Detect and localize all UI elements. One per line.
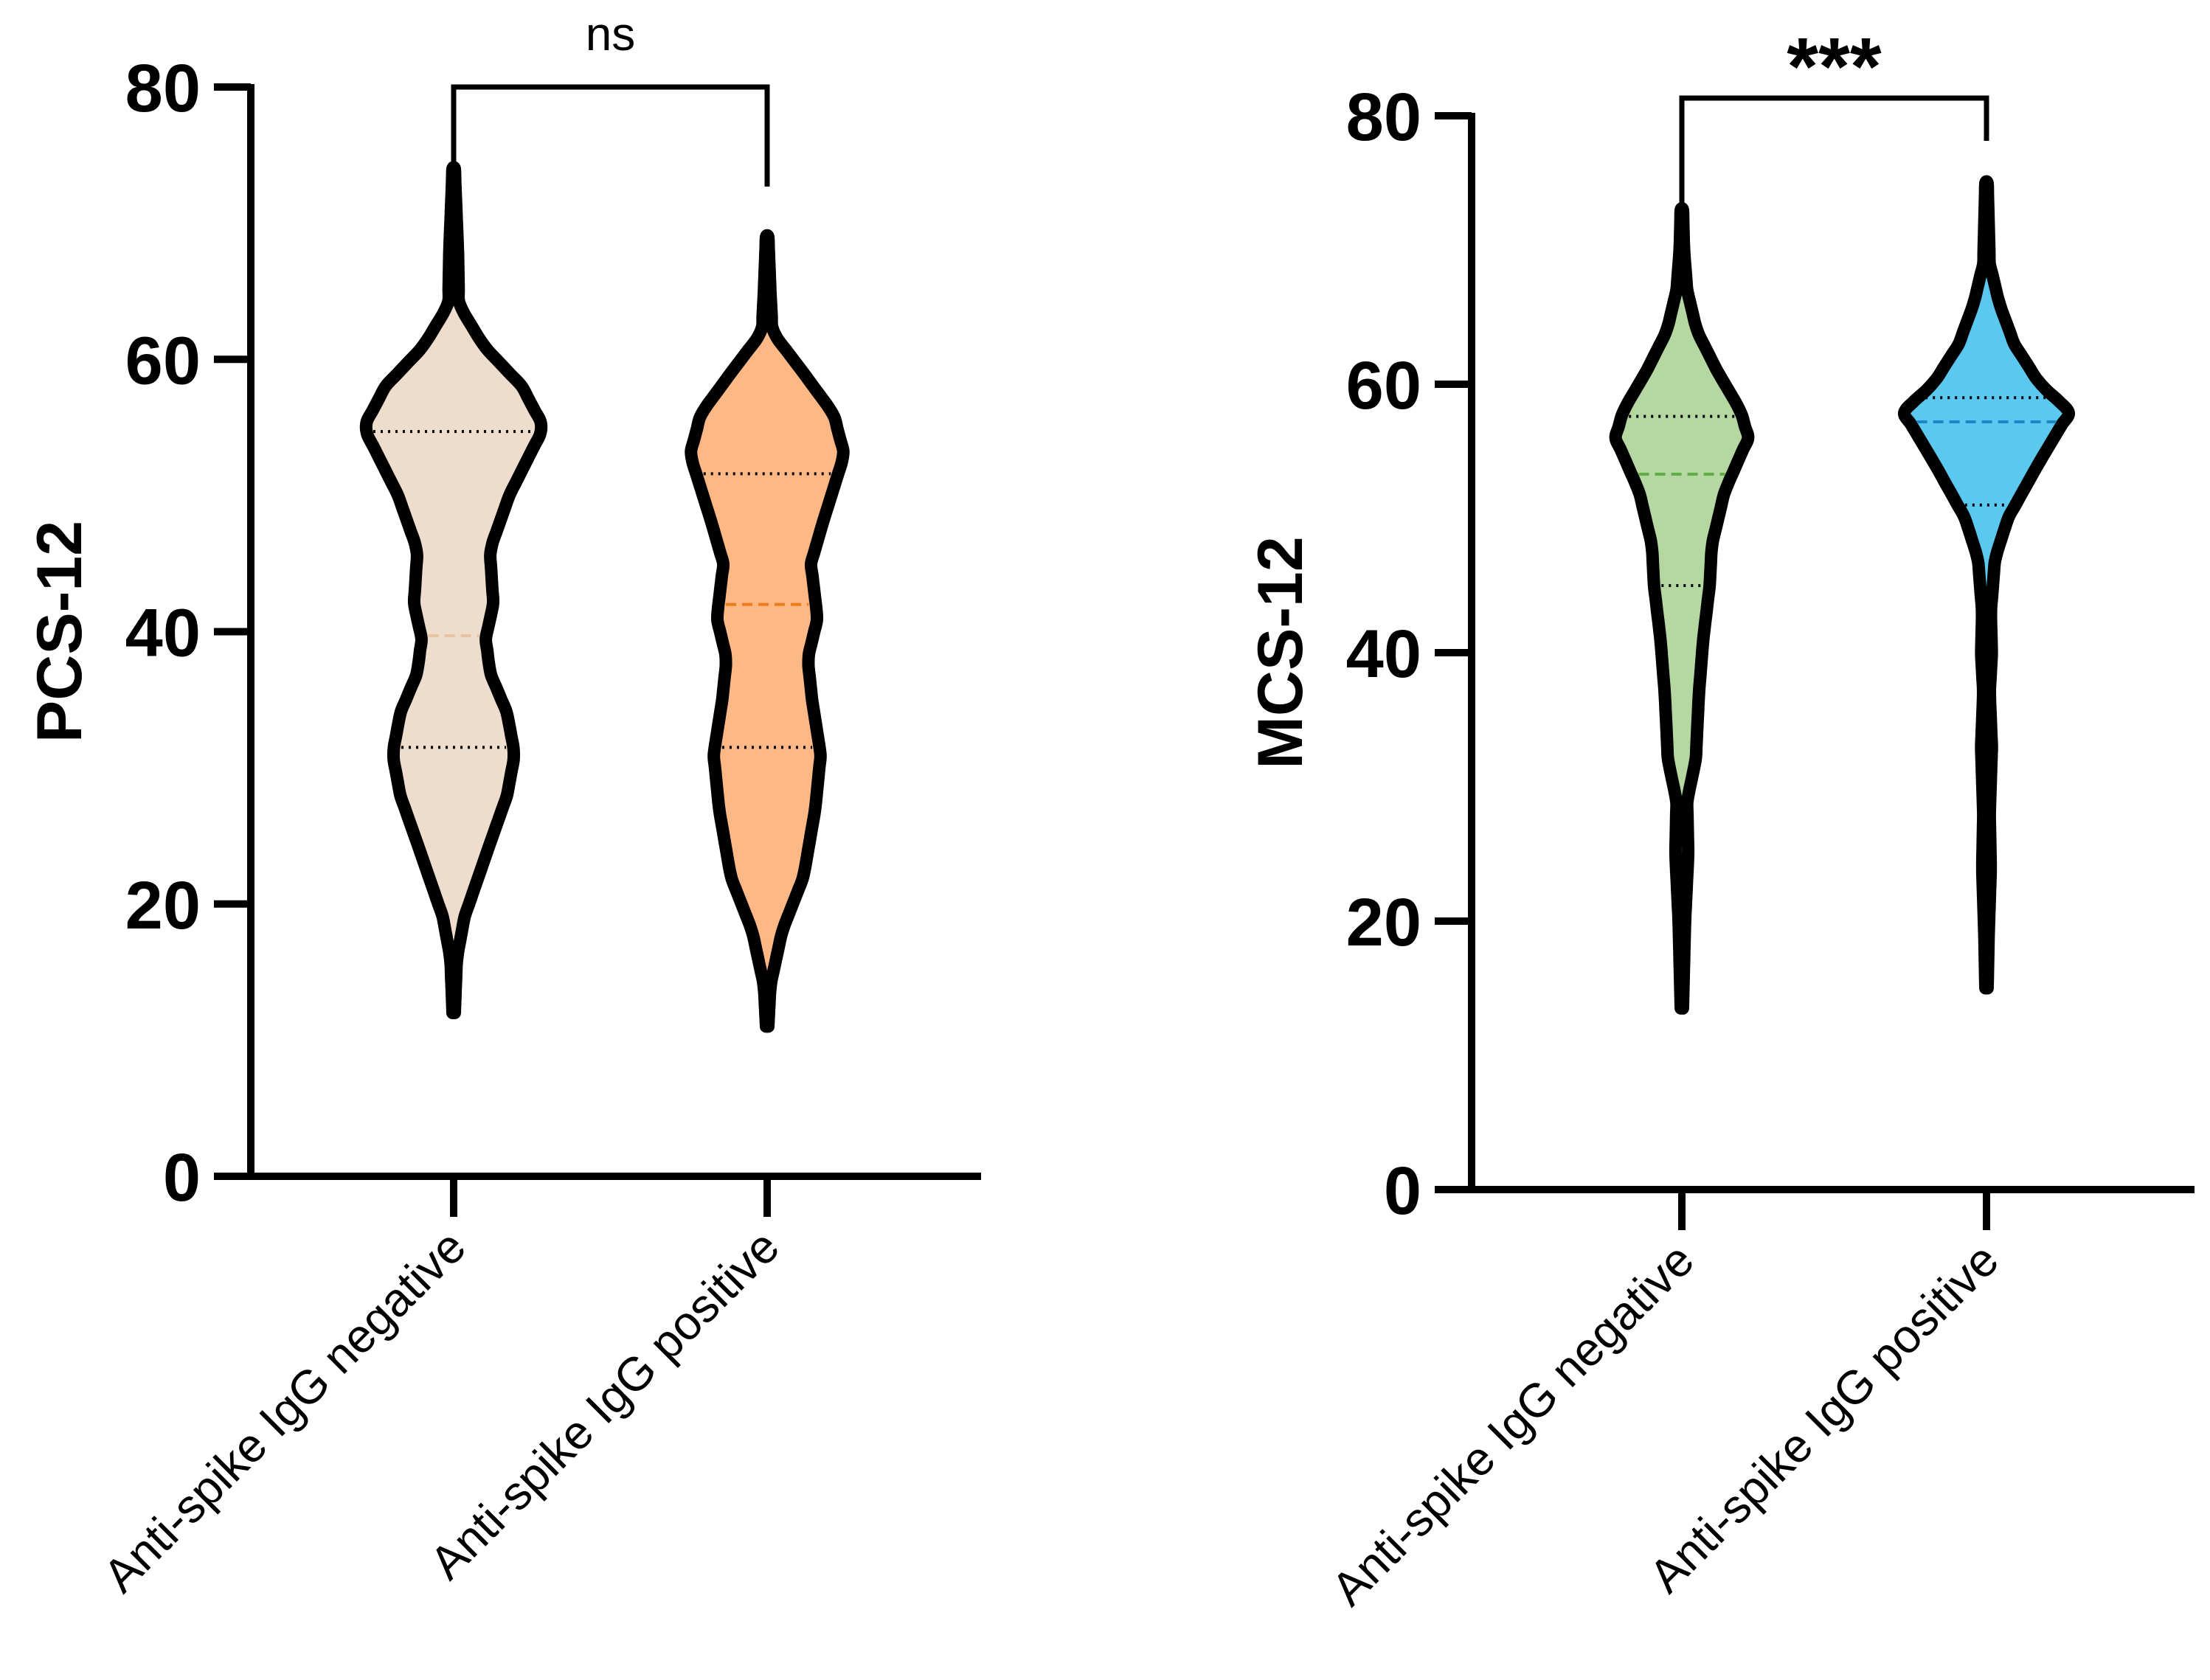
y-tick-label: 60	[1346, 348, 1421, 423]
pcs12-violin-panel: 0 20 40 60 80 PCS-12 Anti-spike IgG negativeAn…	[24, 7, 981, 1603]
violin-body	[1609, 202, 1755, 1015]
violin-body	[1898, 175, 2075, 995]
violin-body	[685, 229, 850, 1033]
y-tick-label: 60	[125, 323, 201, 398]
x-category-label: Anti-spike IgG negative	[93, 1220, 476, 1603]
violin-body	[359, 161, 548, 1019]
y-tick-label: 80	[125, 51, 201, 126]
y-tick-label: 40	[125, 596, 201, 671]
y-tick-label: 40	[1346, 617, 1421, 692]
x-category-label: Anti-spike IgG positive	[1639, 1233, 2009, 1603]
y-axis-label: MCS-12	[1245, 536, 1316, 768]
y-tick-label: 80	[1346, 80, 1421, 155]
y-tick-label: 20	[1346, 885, 1421, 960]
y-axis-label: PCS-12	[24, 521, 95, 743]
y-tick-label: 0	[1384, 1153, 1421, 1229]
significance-label: ***	[1787, 21, 1882, 112]
x-category-label: Anti-spike IgG positive	[420, 1220, 789, 1589]
y-tick-label: 20	[125, 868, 201, 943]
significance-label: ns	[586, 7, 636, 60]
significance-bracket	[1679, 95, 1989, 265]
significance-bracket	[451, 84, 770, 275]
y-tick-label: 0	[163, 1140, 201, 1215]
